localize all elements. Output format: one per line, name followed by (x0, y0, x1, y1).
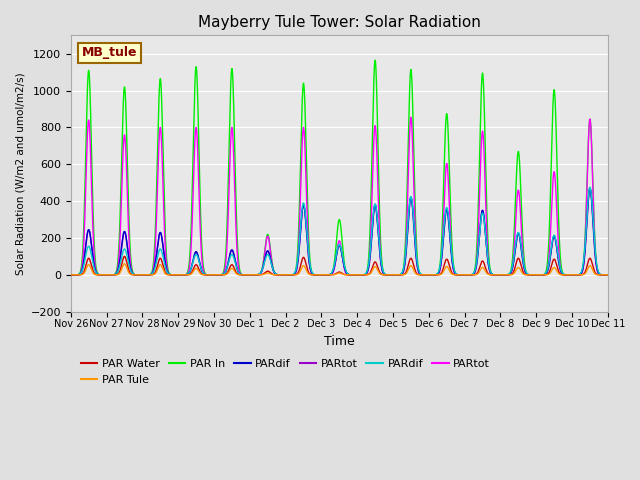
Title: Mayberry Tule Tower: Solar Radiation: Mayberry Tule Tower: Solar Radiation (198, 15, 481, 30)
Text: MB_tule: MB_tule (81, 47, 137, 60)
Y-axis label: Solar Radiation (W/m2 and umol/m2/s): Solar Radiation (W/m2 and umol/m2/s) (15, 72, 25, 275)
X-axis label: Time: Time (324, 335, 355, 348)
Legend: PAR Water, PAR Tule, PAR In, PARdif, PARtot, PARdif, PARtot: PAR Water, PAR Tule, PAR In, PARdif, PAR… (76, 355, 495, 389)
